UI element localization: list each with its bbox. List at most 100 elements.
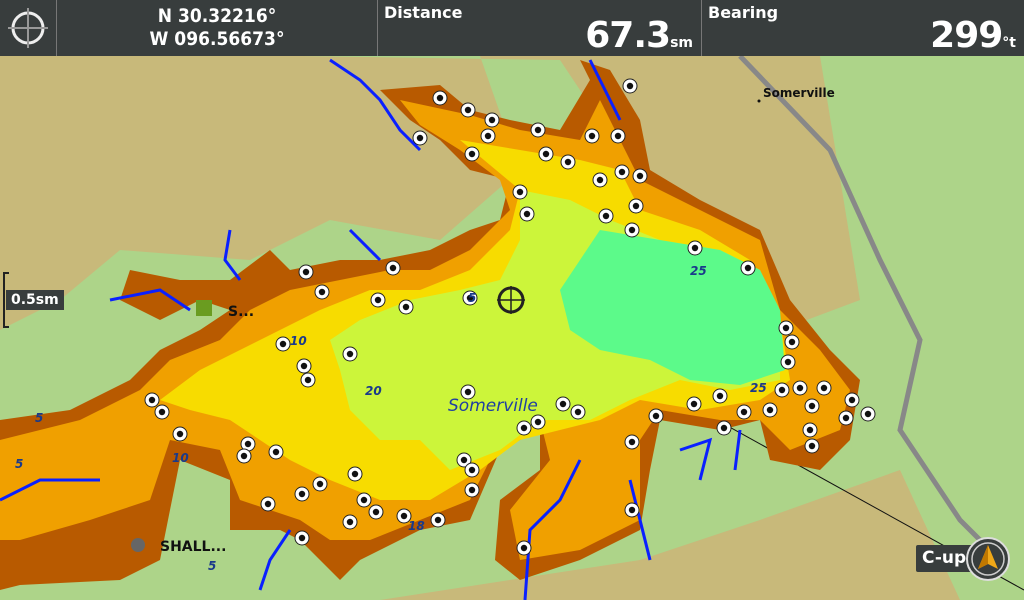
waypoint-marker[interactable] <box>555 396 571 412</box>
waypoint-marker[interactable] <box>712 388 728 404</box>
waypoint-marker[interactable] <box>154 404 170 420</box>
waypoint-marker[interactable] <box>275 336 291 352</box>
waypoint-marker[interactable] <box>570 404 586 420</box>
waypoint-marker[interactable] <box>396 508 412 524</box>
latitude: N 30.32216° <box>157 5 277 27</box>
waypoint-marker[interactable] <box>802 422 818 438</box>
waypoint-marker[interactable] <box>172 426 188 442</box>
waypoint-marker[interactable] <box>519 206 535 222</box>
waypoint-marker[interactable] <box>268 444 284 460</box>
waypoint-marker[interactable] <box>432 90 448 106</box>
waypoint-marker[interactable] <box>687 240 703 256</box>
waypoint-marker[interactable] <box>294 530 310 546</box>
waypoint-marker[interactable] <box>430 512 446 528</box>
waypoint-marker[interactable] <box>560 154 576 170</box>
waypoint-marker[interactable] <box>530 414 546 430</box>
distance-value: 67.3 <box>585 15 671 56</box>
waypoint-marker[interactable] <box>356 492 372 508</box>
waypoint-marker[interactable] <box>804 398 820 414</box>
scale-label: 0.5sm <box>6 290 64 310</box>
svg-text:20: 20 <box>365 384 382 398</box>
waypoint-marker[interactable] <box>632 168 648 184</box>
waypoint-marker[interactable] <box>464 462 480 478</box>
depth-deepest <box>560 230 785 385</box>
waypoint-marker[interactable] <box>462 290 478 306</box>
waypoint-marker[interactable] <box>610 128 626 144</box>
compass-north-icon[interactable] <box>966 537 1010 581</box>
poi-label-1[interactable]: S... <box>228 304 254 320</box>
waypoint-marker[interactable] <box>342 514 358 530</box>
waypoint-marker[interactable] <box>648 408 664 424</box>
waypoint-marker[interactable] <box>260 496 276 512</box>
waypoint-marker[interactable] <box>860 406 876 422</box>
town-label: Somerville <box>763 86 835 100</box>
waypoint-marker[interactable] <box>398 299 414 315</box>
poi-label-2[interactable]: SHALL... <box>160 539 226 555</box>
waypoint-marker[interactable] <box>530 122 546 138</box>
waypoint-marker[interactable] <box>347 466 363 482</box>
waypoint-marker[interactable] <box>716 420 732 436</box>
waypoint-marker[interactable] <box>816 380 832 396</box>
svg-text:5: 5 <box>468 291 476 305</box>
streams <box>0 58 742 600</box>
waypoint-marker[interactable] <box>780 354 796 370</box>
waypoint-marker[interactable] <box>460 102 476 118</box>
orientation-button[interactable]: C-up <box>916 545 975 572</box>
waypoint-marker[interactable] <box>784 334 800 350</box>
waypoint-marker[interactable] <box>624 434 640 450</box>
waypoint-marker[interactable] <box>686 396 702 412</box>
waypoint-marker[interactable] <box>512 184 528 200</box>
cursor-button[interactable] <box>0 0 57 56</box>
waypoint-marker[interactable] <box>736 404 752 420</box>
svg-text:10: 10 <box>290 334 307 348</box>
waypoint-marker[interactable] <box>342 346 358 362</box>
waypoint-marker[interactable] <box>464 146 480 162</box>
waypoint-marker[interactable] <box>778 320 794 336</box>
waypoint-marker[interactable] <box>838 410 854 426</box>
waypoint-marker[interactable] <box>312 476 328 492</box>
waypoint-marker[interactable] <box>298 264 314 280</box>
waypoint-markers[interactable] <box>144 78 876 556</box>
waypoint-marker[interactable] <box>844 392 860 408</box>
waypoint-marker[interactable] <box>412 130 428 146</box>
waypoint-marker[interactable] <box>484 112 500 128</box>
waypoint-marker[interactable] <box>236 448 252 464</box>
waypoint-marker[interactable] <box>628 198 644 214</box>
crosshair-icon <box>8 8 48 48</box>
waypoint-marker[interactable] <box>460 384 476 400</box>
waypoint-marker[interactable] <box>614 164 630 180</box>
waypoint-marker[interactable] <box>622 78 638 94</box>
hazard-icon[interactable] <box>131 538 145 552</box>
waypoint-marker[interactable] <box>456 452 472 468</box>
waypoint-marker[interactable] <box>368 504 384 520</box>
waypoint-marker[interactable] <box>624 222 640 238</box>
waypoint-marker[interactable] <box>792 380 808 396</box>
waypoint-marker[interactable] <box>584 128 600 144</box>
waypoint-marker[interactable] <box>804 438 820 454</box>
marina-icon[interactable] <box>196 300 212 316</box>
waypoint-marker[interactable] <box>294 486 310 502</box>
waypoint-marker[interactable] <box>296 358 312 374</box>
waypoint-marker[interactable] <box>598 208 614 224</box>
waypoint-marker[interactable] <box>300 372 316 388</box>
waypoint-marker[interactable] <box>762 402 778 418</box>
waypoint-marker[interactable] <box>774 382 790 398</box>
waypoint-marker[interactable] <box>516 540 532 556</box>
bearing-unit: °t <box>1002 35 1016 51</box>
waypoint-marker[interactable] <box>538 146 554 162</box>
waypoint-marker[interactable] <box>592 172 608 188</box>
svg-text:18: 18 <box>408 519 425 533</box>
waypoint-marker[interactable] <box>370 292 386 308</box>
waypoint-marker[interactable] <box>314 284 330 300</box>
waypoint-marker[interactable] <box>516 420 532 436</box>
waypoint-marker[interactable] <box>144 392 160 408</box>
waypoint-marker[interactable] <box>464 482 480 498</box>
waypoint-marker[interactable] <box>385 260 401 276</box>
chart-map[interactable]: 5 10 18 20 25 25 5 5 10 5 Somerville Som… <box>0 56 1024 600</box>
waypoint-marker[interactable] <box>740 260 756 276</box>
svg-text:5: 5 <box>15 457 23 471</box>
waypoint-marker[interactable] <box>624 502 640 518</box>
cursor-crosshair-icon[interactable] <box>497 286 525 314</box>
waypoint-marker[interactable] <box>480 128 496 144</box>
svg-text:5: 5 <box>208 559 216 573</box>
